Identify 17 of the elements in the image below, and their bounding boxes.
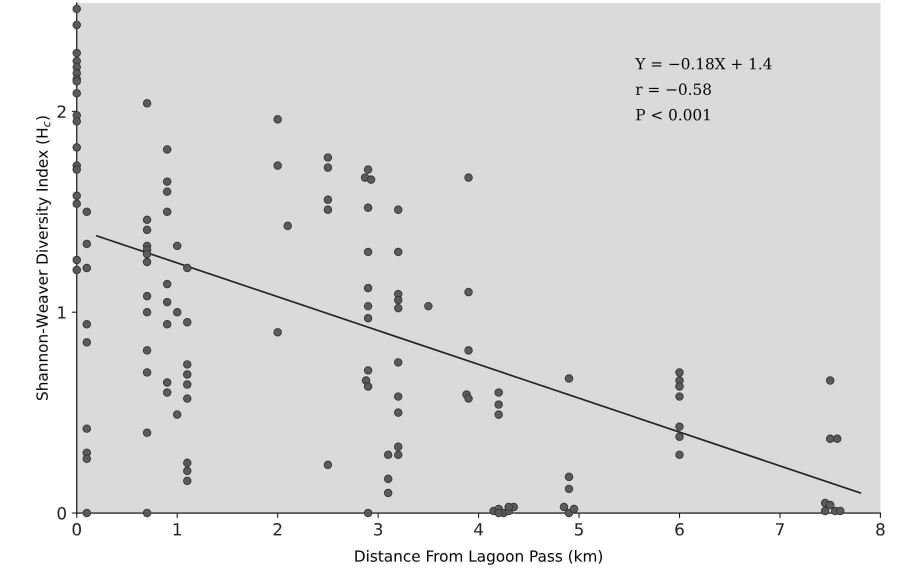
x-tick-label: 2 <box>274 523 282 536</box>
y-tick-label: 1 <box>58 306 66 319</box>
annotation: P < 0.001 <box>636 108 710 120</box>
annotation: r = −0.58 <box>636 83 711 95</box>
x-tick-label: 7 <box>776 523 784 536</box>
y-tick-label: 2 <box>58 105 66 118</box>
x-tick-label: 3 <box>374 523 382 536</box>
x-tick-label: 1 <box>174 523 181 536</box>
y-axis-title: Shannon-Weaver Diversity Index (H$_{c}$) <box>36 116 51 400</box>
x-tick-label: 4 <box>474 523 483 536</box>
y-tick-label: 0 <box>58 507 66 520</box>
x-tick-label: 6 <box>675 523 684 536</box>
x-tick-label: 8 <box>876 523 885 536</box>
x-axis-title: Distance From Lagoon Pass (km) <box>355 550 602 565</box>
x-tick-label: 5 <box>575 523 583 536</box>
annotation: Y = −0.18X + 1.4 <box>635 58 772 70</box>
x-tick-label: 0 <box>72 523 81 536</box>
